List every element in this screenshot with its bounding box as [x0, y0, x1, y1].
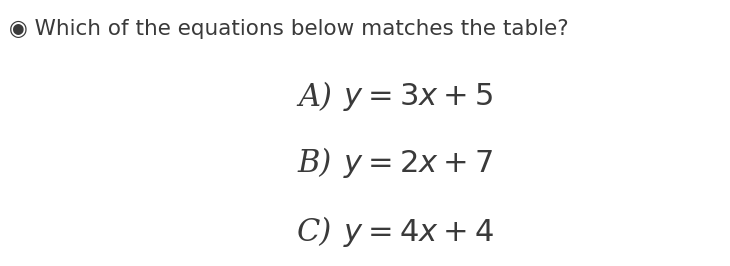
Ellipse shape — [285, 13, 328, 66]
Text: ◉ Which of the equations below matches the table?: ◉ Which of the equations below matches t… — [9, 19, 569, 39]
Ellipse shape — [196, 0, 491, 159]
Text: C): C) — [297, 217, 332, 248]
Text: A): A) — [299, 82, 332, 113]
Ellipse shape — [257, 23, 429, 126]
Ellipse shape — [365, 13, 409, 66]
Text: $y = 3x + 5$: $y = 3x + 5$ — [343, 81, 493, 113]
Text: $y = 4x + 4$: $y = 4x + 4$ — [343, 217, 494, 249]
Text: B): B) — [298, 148, 332, 179]
Ellipse shape — [226, 3, 461, 146]
Text: $y = 2x + 7$: $y = 2x + 7$ — [343, 148, 493, 180]
